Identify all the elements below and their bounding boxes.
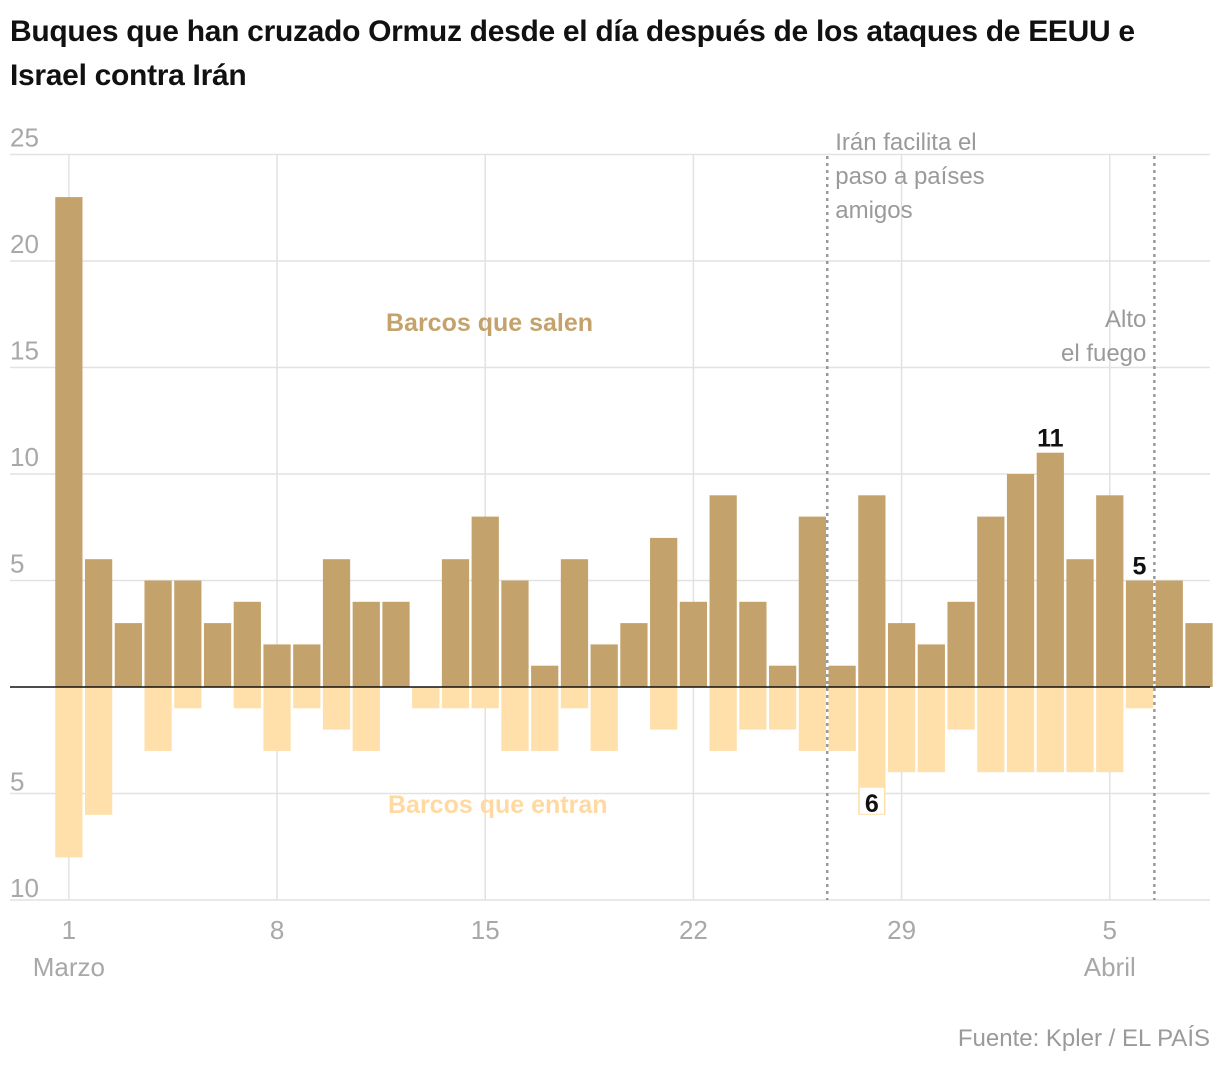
bar-in xyxy=(650,687,678,730)
bar-out xyxy=(531,665,559,687)
bar-in xyxy=(590,687,618,751)
bar-in xyxy=(322,687,351,730)
bar-in xyxy=(263,687,291,751)
bar-out xyxy=(947,601,975,687)
bar-out xyxy=(1066,559,1094,687)
x-tick-label: 8 xyxy=(270,915,284,945)
y-tick-label: 15 xyxy=(10,336,39,366)
bar-out xyxy=(382,601,410,687)
bar-in xyxy=(174,687,202,709)
bar-in xyxy=(501,687,529,751)
y-tick-label: 20 xyxy=(10,229,39,259)
bar-out xyxy=(887,623,916,687)
x-tick-label: 22 xyxy=(679,915,708,945)
annotation-text: amigos xyxy=(835,197,912,224)
bar-out xyxy=(1006,474,1035,687)
bar-out xyxy=(144,580,172,687)
bar-out xyxy=(977,516,1005,687)
bar-out xyxy=(1125,580,1154,687)
bar-in xyxy=(739,687,767,730)
bar-out xyxy=(620,623,648,687)
bar-out xyxy=(55,197,83,687)
bar-out xyxy=(679,601,708,687)
bar-out xyxy=(84,559,113,687)
bar-out xyxy=(590,644,618,687)
bar-in xyxy=(531,687,559,751)
annotation-text: paso a países xyxy=(835,163,984,190)
bar-out xyxy=(1185,623,1213,687)
bar-out xyxy=(174,580,202,687)
bar-out xyxy=(233,601,261,687)
value-label: 11 xyxy=(1037,425,1064,453)
bar-out xyxy=(293,644,321,687)
x-tick-sublabel: Abril xyxy=(1084,952,1136,982)
bar-out xyxy=(650,537,678,687)
annotation-text: Alto xyxy=(1105,306,1146,333)
bar-in xyxy=(1066,687,1094,773)
bar-out xyxy=(501,580,529,687)
bar-in xyxy=(441,687,470,709)
source-note: Fuente: Kpler / EL PAÍS xyxy=(957,1025,1210,1052)
bar-out xyxy=(203,623,232,687)
bar-in xyxy=(560,687,589,709)
bar-in xyxy=(1006,687,1035,773)
bar-in xyxy=(947,687,975,730)
bar-in xyxy=(471,687,499,709)
bar-in xyxy=(55,687,83,858)
bar-out xyxy=(1036,452,1064,687)
value-label: 6 xyxy=(865,790,879,818)
bar-in xyxy=(233,687,261,709)
x-tick-label: 5 xyxy=(1103,915,1117,945)
value-label: 5 xyxy=(1133,553,1147,581)
bar-out xyxy=(917,644,945,687)
bar-out xyxy=(471,516,499,687)
bar-in xyxy=(412,687,440,709)
y-tick-label: 25 xyxy=(10,123,39,153)
bar-in xyxy=(828,687,856,751)
x-tick-label: 29 xyxy=(887,915,916,945)
x-tick-sublabel: Marzo xyxy=(33,952,105,982)
bar-out xyxy=(322,559,351,687)
bar-out xyxy=(828,665,856,687)
bar-out xyxy=(798,516,826,687)
bar-out xyxy=(1096,495,1124,687)
y-tick-label: 10 xyxy=(10,442,39,472)
bar-in xyxy=(293,687,321,709)
bar-in xyxy=(352,687,380,751)
bar-out xyxy=(709,495,737,687)
x-tick-label: 15 xyxy=(471,915,500,945)
y-tick-label: 10 xyxy=(10,873,39,903)
annotation-text: el fuego xyxy=(1061,340,1146,367)
bar-in xyxy=(144,687,172,751)
bar-out xyxy=(1155,580,1183,687)
bar-out xyxy=(739,601,767,687)
bar-in xyxy=(1096,687,1124,773)
bar-in xyxy=(917,687,945,773)
bar-in xyxy=(887,687,916,773)
bar-out xyxy=(263,644,291,687)
bar-in xyxy=(798,687,826,751)
bar-in xyxy=(977,687,1005,773)
chart-title: Buques que han cruzado Ormuz desde el dí… xyxy=(10,15,1135,92)
x-tick-label: 1 xyxy=(62,915,76,945)
series-label-out: Barcos que salen xyxy=(386,309,593,337)
bar-in xyxy=(84,687,113,815)
bar-in xyxy=(709,687,737,751)
bar-in xyxy=(769,687,797,730)
bar-out xyxy=(114,623,142,687)
bar-out xyxy=(560,559,589,687)
series-label-in: Barcos que entran xyxy=(388,791,608,819)
bar-in xyxy=(1125,687,1154,709)
y-tick-label: 5 xyxy=(10,549,24,579)
bar-in xyxy=(1036,687,1064,773)
value-label-bg xyxy=(859,787,884,814)
bar-out xyxy=(769,665,797,687)
bar-out xyxy=(858,495,886,687)
annotation-text: Irán facilita el xyxy=(835,129,976,156)
bar-out xyxy=(352,601,380,687)
bar-out xyxy=(441,559,470,687)
y-tick-label: 5 xyxy=(10,767,24,797)
